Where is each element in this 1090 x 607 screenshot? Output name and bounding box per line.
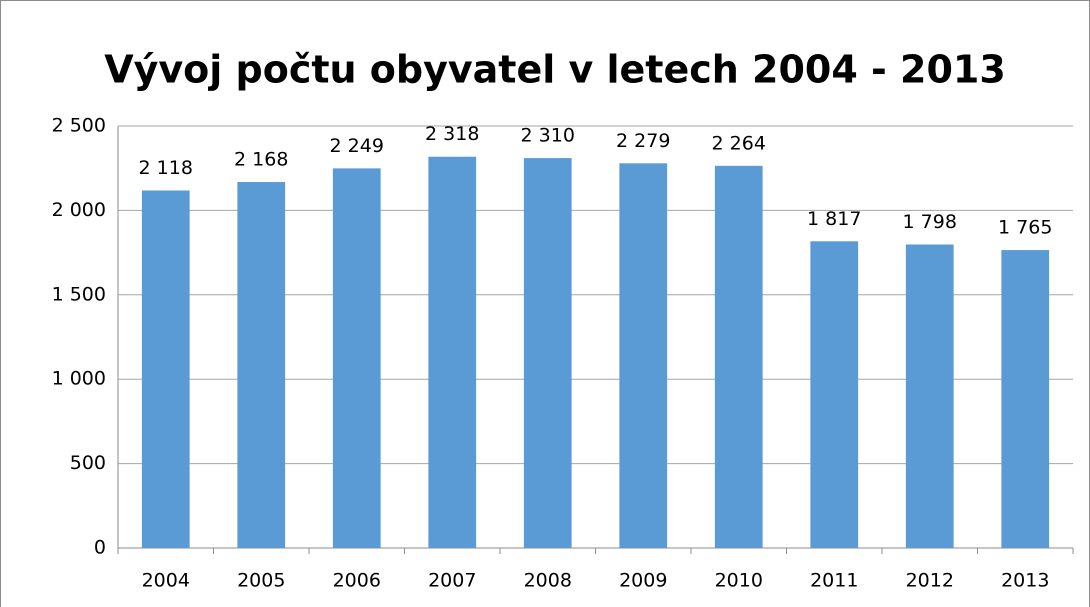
data-label: 2 318 (425, 123, 479, 145)
x-tick-label: 2008 (524, 570, 572, 592)
bar (905, 244, 954, 548)
y-tick-label: 1 000 (52, 368, 106, 390)
x-tick-label: 2007 (428, 570, 476, 592)
x-tick-label: 2006 (333, 570, 381, 592)
bar (619, 163, 668, 548)
bar (332, 168, 381, 548)
x-tick-label: 2010 (715, 570, 763, 592)
bar (523, 158, 572, 548)
y-tick-label: 0 (94, 537, 106, 559)
data-label: 2 118 (139, 157, 193, 179)
x-tick-label: 2012 (906, 570, 954, 592)
x-tick-label: 2013 (1001, 570, 1049, 592)
data-label: 2 249 (330, 135, 384, 157)
data-label: 1 817 (807, 208, 861, 230)
data-label: 2 264 (712, 132, 766, 154)
bar (1001, 250, 1050, 548)
x-tick-label: 2011 (810, 570, 858, 592)
x-tick-label: 2005 (237, 570, 285, 592)
bar (810, 241, 859, 548)
y-tick-label: 2 500 (52, 115, 106, 137)
bar (714, 165, 763, 549)
data-label: 1 798 (903, 211, 957, 233)
bar (141, 190, 190, 548)
data-label: 2 168 (234, 149, 288, 171)
data-label: 1 765 (998, 217, 1052, 239)
y-tick-label: 500 (70, 452, 106, 474)
data-label: 2 310 (521, 125, 575, 147)
x-tick-label: 2004 (142, 570, 190, 592)
bar (237, 182, 286, 548)
y-tick-label: 1 500 (52, 283, 106, 305)
bar (428, 156, 477, 548)
data-label: 2 279 (616, 130, 670, 152)
x-tick-label: 2009 (619, 570, 667, 592)
y-tick-label: 2 000 (52, 199, 106, 221)
chart-title: Vývoj počtu obyvatel v letech 2004 - 201… (104, 48, 1006, 92)
